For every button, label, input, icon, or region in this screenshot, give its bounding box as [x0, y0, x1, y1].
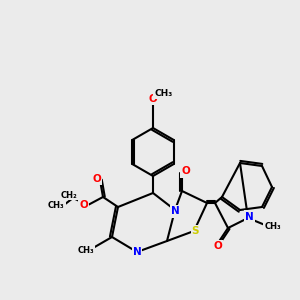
Text: N: N	[171, 206, 179, 217]
Text: CH₃: CH₃	[264, 222, 281, 231]
Text: O: O	[181, 167, 190, 176]
Text: CH₃: CH₃	[154, 89, 172, 98]
Text: N: N	[245, 212, 254, 221]
Text: CH₃: CH₃	[77, 246, 94, 255]
Text: CH₃: CH₃	[48, 200, 65, 209]
Text: S: S	[192, 226, 199, 236]
Text: O: O	[214, 241, 222, 251]
Text: CH₂: CH₂	[61, 190, 78, 200]
Text: N: N	[133, 247, 141, 257]
Text: O: O	[148, 94, 158, 103]
Text: O: O	[79, 200, 88, 210]
Text: O: O	[92, 173, 101, 184]
